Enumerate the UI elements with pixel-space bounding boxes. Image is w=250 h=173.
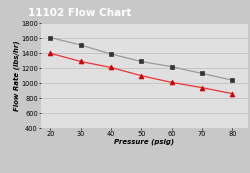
X-axis label: Pressure (psig): Pressure (psig) — [114, 139, 174, 145]
Text: 11102 Flow Chart: 11102 Flow Chart — [28, 8, 132, 18]
Y-axis label: Flow Rate (lbs/hr): Flow Rate (lbs/hr) — [13, 40, 20, 111]
